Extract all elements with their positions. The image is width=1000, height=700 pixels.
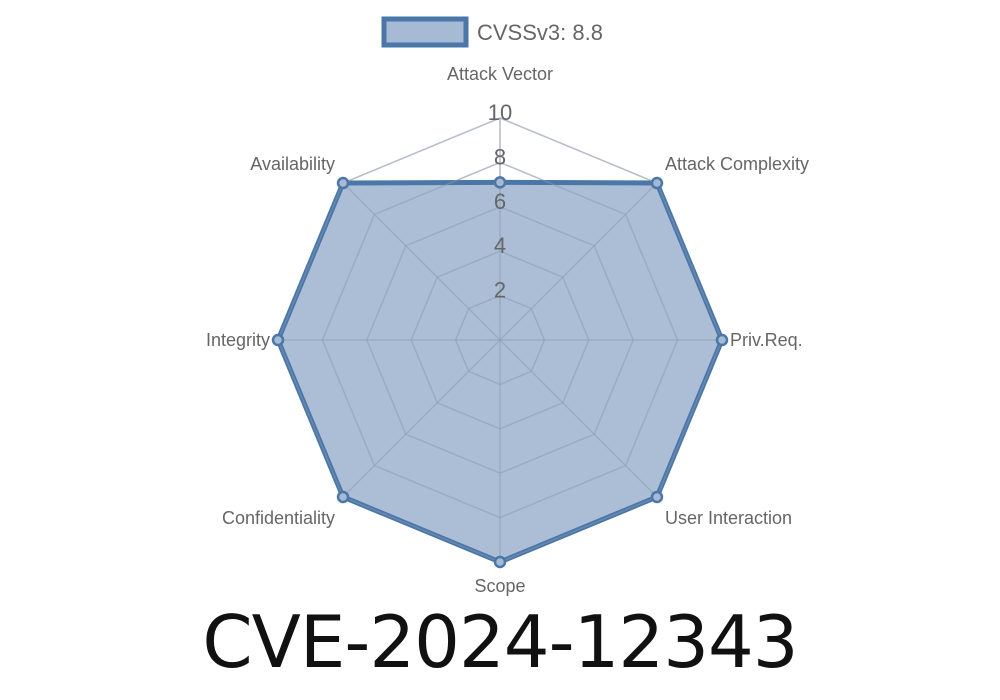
data-point[interactable] <box>650 490 664 504</box>
axis-label: Scope <box>474 576 525 596</box>
data-point[interactable] <box>650 176 664 190</box>
data-point[interactable] <box>493 555 507 569</box>
data-point[interactable] <box>336 490 350 504</box>
tick-label: 8 <box>494 144 506 169</box>
grid-spoke-overlay <box>499 182 658 341</box>
legend-label: CVSSv3: 8.8 <box>477 20 603 45</box>
grid-ring-overlay <box>321 161 679 519</box>
grid-ring-overlay <box>410 250 590 430</box>
cve-title: CVE-2024-12343 <box>202 600 798 684</box>
axis-label: Attack Complexity <box>665 154 809 174</box>
grid-spoke-overlay <box>499 339 658 498</box>
axis-label: Attack Vector <box>447 64 553 84</box>
tick-label: 10 <box>488 100 512 125</box>
tick-label: 2 <box>494 278 506 303</box>
tick-label: 4 <box>494 233 506 258</box>
data-point[interactable] <box>715 333 729 347</box>
axis-label: Confidentiality <box>222 508 335 528</box>
grid-spoke-overlay <box>342 339 501 498</box>
axis-label: Priv.Req. <box>730 330 803 350</box>
axis-label: User Interaction <box>665 508 792 528</box>
grid-ring-overlay <box>365 205 635 475</box>
axis-label: Integrity <box>206 330 270 350</box>
axis-labels: Attack Vector Attack Complexity Priv.Req. U… <box>206 64 809 596</box>
grid-ring-overlay <box>454 294 546 386</box>
series-layer <box>271 117 729 569</box>
axis-label: Availability <box>250 154 335 174</box>
grid-spoke-overlay <box>342 182 501 341</box>
tick-label: 6 <box>494 189 506 214</box>
legend-swatch <box>381 16 469 48</box>
legend[interactable]: CVSSv3: 8.8 <box>381 16 603 48</box>
tick-labels: 2 4 6 8 10 <box>488 100 512 303</box>
data-point[interactable] <box>271 333 285 347</box>
data-point[interactable] <box>493 176 507 189</box>
data-point[interactable] <box>336 176 350 190</box>
